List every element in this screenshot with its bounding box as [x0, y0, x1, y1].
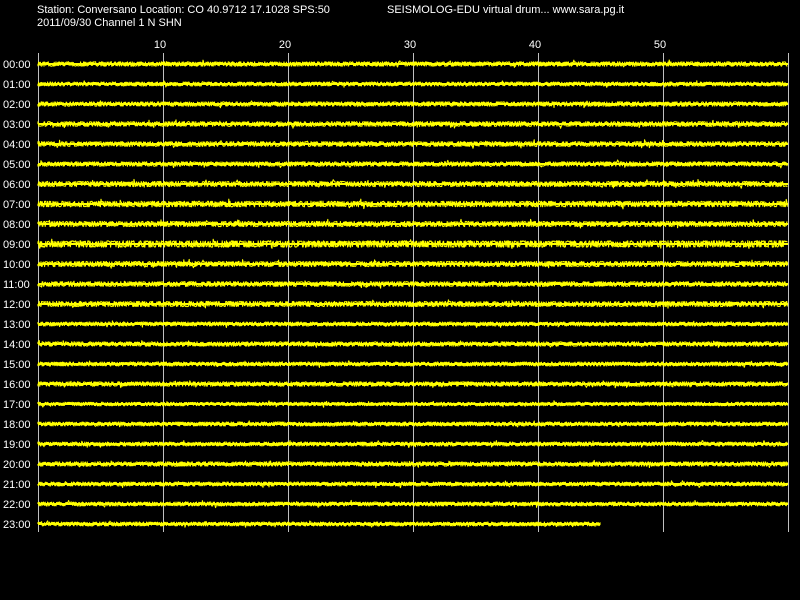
trace-row-1100	[37, 280, 788, 289]
x-tick-label: 30	[404, 39, 416, 51]
row-label-layer: 00:00 01:00 02:00 03:00 04:00 05:00 06:00 07:00…	[3, 59, 31, 531]
trace-row-0400	[37, 139, 788, 149]
row-time-label: 21:00	[3, 479, 31, 491]
tick-label-layer: 10 20 30 40 50	[154, 39, 666, 51]
trace-row-0900	[37, 238, 788, 249]
row-time-label: 18:00	[3, 419, 31, 431]
row-time-label: 17:00	[3, 399, 31, 411]
trace-row-0000	[37, 59, 788, 68]
row-time-label: 20:00	[3, 459, 31, 471]
grid-layer	[38, 53, 789, 532]
drum-title: SEISMOLOG-EDU virtual drum... www.sara.p…	[387, 4, 625, 16]
row-time-label: 13:00	[3, 319, 31, 331]
station-info: Station: Conversano Location: CO 40.9712…	[37, 4, 330, 16]
row-time-label: 07:00	[3, 199, 31, 211]
row-time-label: 23:00	[3, 519, 31, 531]
trace-row-0700	[37, 198, 788, 210]
row-time-label: 12:00	[3, 299, 31, 311]
row-time-label: 08:00	[3, 219, 31, 231]
trace-row-1400	[37, 339, 788, 348]
trace-row-1800	[37, 420, 788, 428]
row-time-label: 02:00	[3, 99, 31, 111]
row-time-label: 10:00	[3, 259, 31, 271]
trace-layer	[37, 59, 788, 528]
x-tick-label: 50	[654, 39, 666, 51]
row-time-label: 00:00	[3, 59, 31, 71]
row-time-label: 05:00	[3, 159, 31, 171]
row-time-label: 09:00	[3, 239, 31, 251]
trace-row-0600	[37, 178, 788, 189]
row-time-label: 06:00	[3, 179, 31, 191]
row-time-label: 15:00	[3, 359, 31, 371]
row-time-label: 11:00	[3, 279, 30, 291]
trace-row-2000	[37, 459, 788, 469]
date-channel-info: 2011/09/30 Channel 1 N SHN	[37, 17, 182, 29]
row-time-label: 19:00	[3, 439, 31, 451]
row-time-label: 22:00	[3, 499, 31, 511]
row-time-label: 04:00	[3, 139, 31, 151]
row-time-label: 03:00	[3, 119, 31, 131]
row-time-label: 14:00	[3, 339, 31, 351]
x-tick-label: 40	[529, 39, 541, 51]
trace-row-1200	[37, 299, 788, 309]
x-tick-label: 10	[154, 39, 166, 51]
row-time-label: 16:00	[3, 379, 31, 391]
row-time-label: 01:00	[3, 79, 31, 91]
x-tick-label: 20	[279, 39, 291, 51]
